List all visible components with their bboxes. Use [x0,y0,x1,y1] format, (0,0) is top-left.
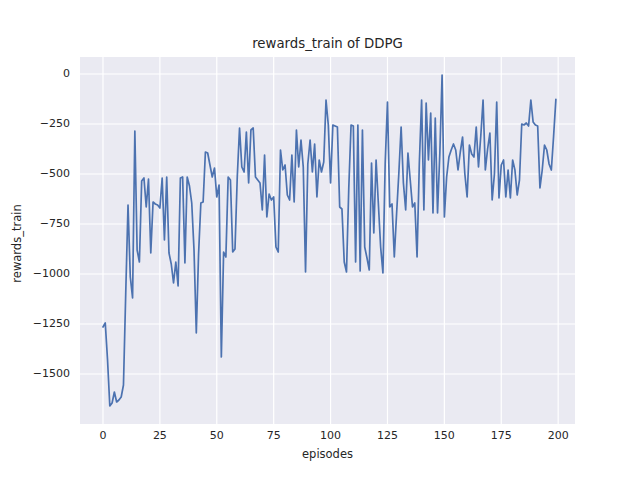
x-tick-label: 175 [479,429,523,442]
x-tick-label: 125 [365,429,409,442]
y-tick-label: −1500 [0,367,70,381]
y-tick-label: −250 [0,117,70,131]
data-series-line [103,75,556,406]
x-tick-label: 25 [138,429,182,442]
x-tick-label: 75 [252,429,296,442]
y-axis-label: rewards_train [10,199,25,289]
y-tick-label: −500 [0,167,70,181]
line-chart [80,57,575,424]
y-tick-label: −1250 [0,317,70,331]
x-tick-label: 150 [422,429,466,442]
x-tick-label: 0 [81,429,125,442]
x-tick-label: 200 [536,429,580,442]
figure: rewards_train of DDPG 0−250−500−750−1000… [0,0,640,480]
x-tick-label: 100 [309,429,353,442]
y-tick-label: 0 [0,67,70,81]
x-tick-label: 50 [195,429,239,442]
x-axis-label: episodes [80,447,575,461]
plot-area [80,57,575,424]
chart-title: rewards_train of DDPG [80,36,575,51]
